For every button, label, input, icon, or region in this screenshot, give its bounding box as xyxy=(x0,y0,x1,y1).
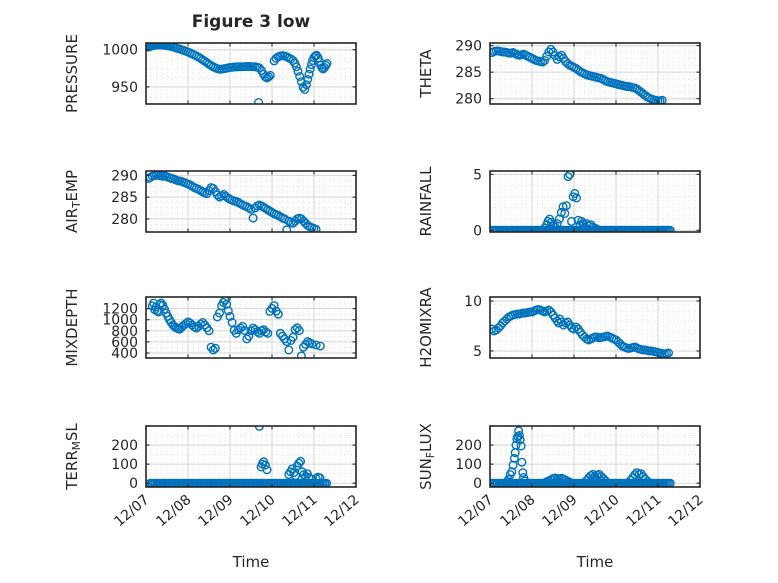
y-axis-label: H2OMIXRA xyxy=(417,287,435,368)
y-tick-label: 800 xyxy=(111,324,138,340)
x-tick-label: 12/07 xyxy=(111,492,152,530)
axis-box xyxy=(489,425,701,488)
y-axis-label: PRESSURE xyxy=(63,34,81,113)
tick-marks xyxy=(489,171,701,232)
y-axis-label: THETA xyxy=(417,49,435,99)
y-tick-label: 5 xyxy=(473,344,482,360)
y-tick-label: 400 xyxy=(111,346,138,362)
y-axis-label: SUNFLUX xyxy=(417,423,437,490)
scatter-points xyxy=(490,171,675,232)
x-tick-label: 12/08 xyxy=(153,492,194,530)
y-tick-label: 290 xyxy=(111,168,138,184)
scatter-points xyxy=(490,44,667,104)
y-tick-label: 285 xyxy=(455,65,482,81)
y-tick-label: 0 xyxy=(473,476,482,492)
x-tick-label: 12/08 xyxy=(497,492,538,530)
x-tick-label: 12/12 xyxy=(321,492,362,530)
y-tick-label: 1000 xyxy=(102,313,138,329)
tick-marks xyxy=(145,43,357,104)
y-tick-label: 100 xyxy=(111,457,138,473)
x-axis-label-right: Time xyxy=(576,553,614,571)
scatter-points xyxy=(490,426,675,487)
y-tick-label: 100 xyxy=(455,457,482,473)
x-tick-label: 12/10 xyxy=(581,492,622,530)
y-tick-label: 200 xyxy=(111,438,138,454)
subplot-sun_flux: 0 100 200 12/07 12/08 12/09 12/10 12/11 12/12 SUN… xyxy=(417,423,707,530)
y-axis-label: AIRTEMP xyxy=(63,170,83,233)
axis-box xyxy=(145,296,357,359)
scatter-points xyxy=(146,43,332,104)
axis-box xyxy=(489,42,701,105)
tick-marks xyxy=(489,43,701,104)
axis-box xyxy=(145,170,357,233)
tick-marks xyxy=(489,297,701,358)
minor-grid xyxy=(490,171,700,232)
x-tick-label: 12/10 xyxy=(237,492,278,530)
y-tick-label: 600 xyxy=(111,335,138,351)
x-tick-label: 12/11 xyxy=(279,492,320,530)
scatter-points xyxy=(146,426,332,487)
tick-marks xyxy=(489,426,701,487)
x-tick-label: 12/07 xyxy=(455,492,496,530)
y-tick-label: 10 xyxy=(464,294,482,310)
axis-box xyxy=(145,42,357,105)
y-axis-label: RAINFALL xyxy=(417,166,435,237)
subplot-terr_msl: 0 100 200 12/07 12/08 12/09 12/10 12/11 12/12 TER… xyxy=(63,423,363,530)
subplot-rainfall: 0 5 RAINFALL xyxy=(417,166,701,239)
y-axis-label: MIXDEPTH xyxy=(63,288,81,366)
subplot-theta: 280 285 290 THETA xyxy=(417,39,701,108)
x-tick-label: 12/11 xyxy=(623,492,664,530)
subplot-air_temp: 280 285 290 AIRTEMP xyxy=(63,168,357,233)
y-axis-label: TERRMSL xyxy=(63,423,83,491)
subplot-pressure: 950 1000 PRESSURE xyxy=(63,34,357,113)
axis-box xyxy=(489,296,701,359)
tick-marks xyxy=(145,297,357,358)
tick-marks xyxy=(145,171,357,232)
y-axis-label-subscript: F xyxy=(425,452,437,458)
minor-grid xyxy=(146,43,356,104)
major-grid xyxy=(490,43,700,104)
tick-marks xyxy=(145,426,357,487)
y-tick-label: 285 xyxy=(111,190,138,206)
x-tick-label: 12/12 xyxy=(665,492,706,530)
axis-box xyxy=(489,170,701,233)
y-axis-label-subscript: T xyxy=(71,201,83,209)
y-tick-label: 280 xyxy=(111,212,138,228)
y-axis-label-subscript: M xyxy=(71,441,83,450)
x-tick-label: 12/09 xyxy=(539,492,580,530)
axis-box xyxy=(145,425,357,488)
figure-title: Figure 3 low xyxy=(191,12,311,32)
minor-grid xyxy=(146,426,356,487)
scatter-points xyxy=(146,171,321,232)
y-tick-label: 950 xyxy=(111,80,138,96)
y-tick-label: 5 xyxy=(473,167,482,183)
y-tick-label: 280 xyxy=(455,92,482,108)
scatter-points xyxy=(147,297,325,358)
y-tick-label: 1000 xyxy=(102,43,138,59)
scatter-points xyxy=(490,305,674,358)
major-grid xyxy=(490,171,700,232)
y-tick-label: 1200 xyxy=(102,302,138,318)
y-tick-label: 290 xyxy=(455,39,482,55)
minor-grid xyxy=(490,43,700,104)
y-tick-label: 0 xyxy=(129,476,138,492)
y-tick-label: 0 xyxy=(473,223,482,239)
x-axis-label-left: Time xyxy=(232,553,270,571)
subplot-h2omixra: 5 10 H2OMIXRA xyxy=(417,287,701,368)
x-tick-label: 12/09 xyxy=(195,492,236,530)
y-tick-label: 200 xyxy=(455,438,482,454)
